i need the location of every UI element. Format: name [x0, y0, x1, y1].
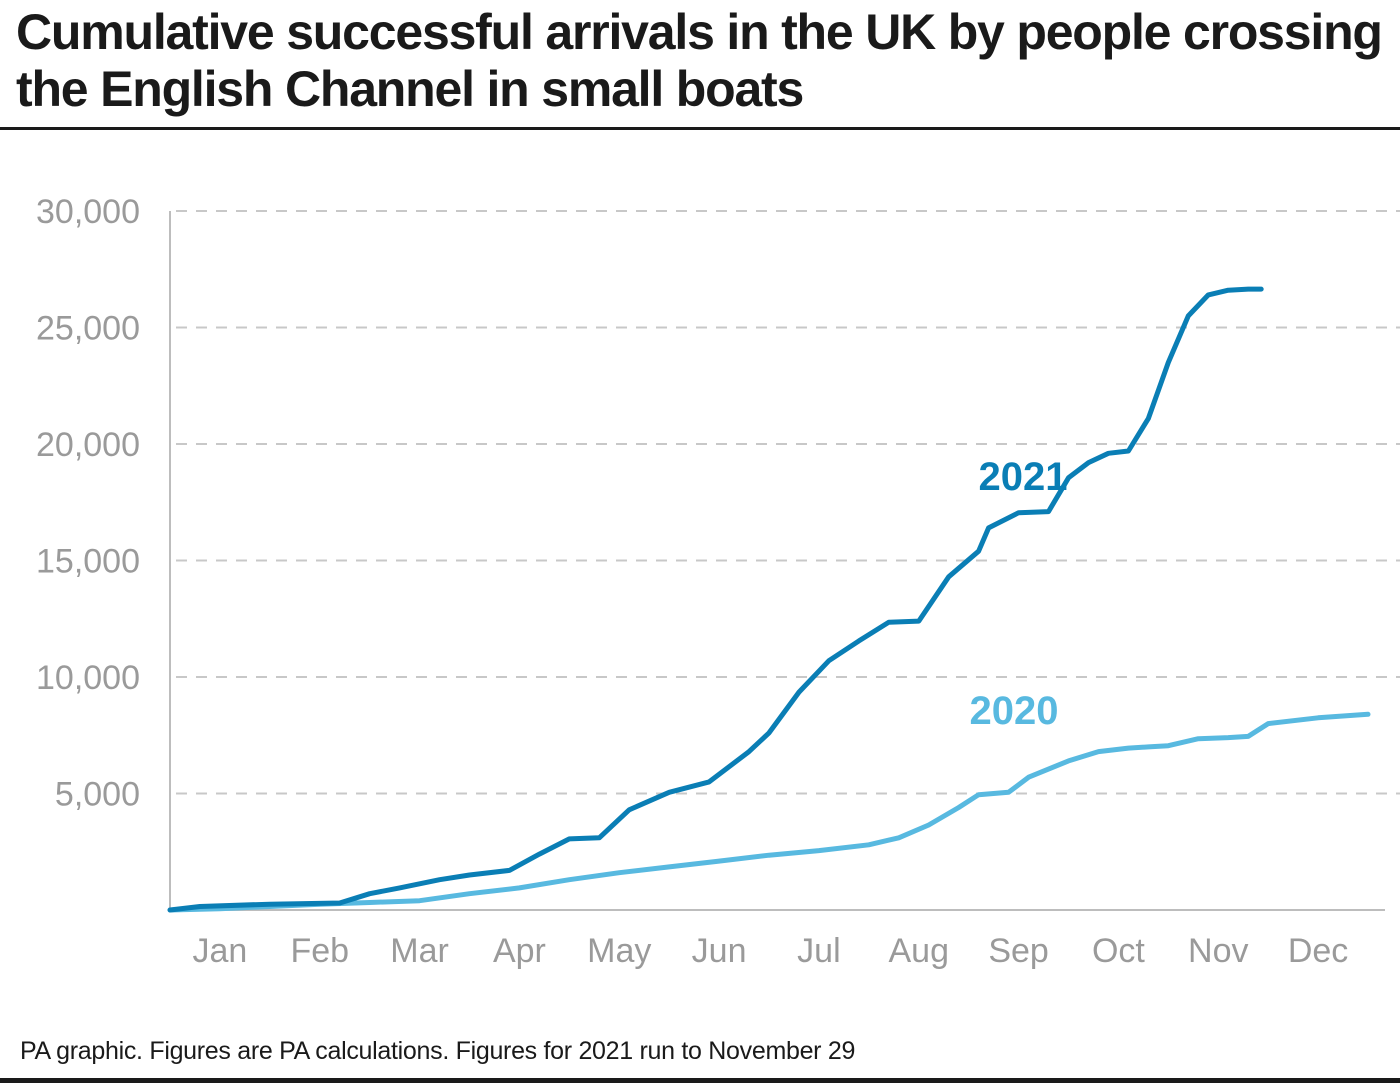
- y-tick-label: 25,000: [36, 310, 140, 348]
- series-lines: [167, 286, 1371, 913]
- source-note: PA graphic. Figures are PA calculations.…: [20, 1037, 856, 1065]
- x-tick-label: Jan: [193, 932, 248, 970]
- bottom-rule: [0, 1078, 1400, 1083]
- y-tick-label: 10,000: [36, 659, 140, 697]
- y-tick-label: 30,000: [36, 193, 140, 231]
- x-tick-label: Apr: [493, 932, 546, 970]
- series-line-2021: [167, 286, 1264, 913]
- x-tick-label: Aug: [889, 932, 950, 970]
- gridlines: [176, 210, 1400, 795]
- x-axis-ticks: Jan Feb Mar Apr May Jun Jul Aug Sep Oct Nov Dec: [193, 932, 1349, 970]
- y-tick-label: 5,000: [55, 776, 140, 814]
- x-tick-label: Feb: [290, 932, 349, 970]
- x-tick-label: Jun: [692, 932, 747, 970]
- series-label-2020: 2020: [970, 689, 1059, 733]
- x-tick-label: Sep: [988, 932, 1049, 970]
- line-chart: 5,000 10,000 15,000 20,000 25,000 30,000 Jan F…: [36, 193, 1400, 970]
- title-rule: [0, 127, 1400, 130]
- chart-title: Cumulative successful arrivals in the UK…: [16, 4, 1383, 117]
- series-label-2021: 2021: [979, 455, 1068, 499]
- y-tick-label: 20,000: [36, 426, 140, 464]
- x-tick-label: Nov: [1188, 932, 1248, 970]
- x-tick-label: Jul: [797, 932, 840, 970]
- x-tick-label: Mar: [390, 932, 449, 970]
- y-tick-label: 15,000: [36, 543, 140, 581]
- series-labels: 2021 2020: [970, 455, 1068, 733]
- axes: [169, 211, 1385, 911]
- y-axis-ticks: 5,000 10,000 15,000 20,000 25,000 30,000: [36, 193, 140, 814]
- x-tick-label: Oct: [1092, 932, 1145, 970]
- series-line-2020: [167, 711, 1371, 913]
- x-tick-label: Dec: [1288, 932, 1348, 970]
- x-tick-label: May: [587, 932, 651, 970]
